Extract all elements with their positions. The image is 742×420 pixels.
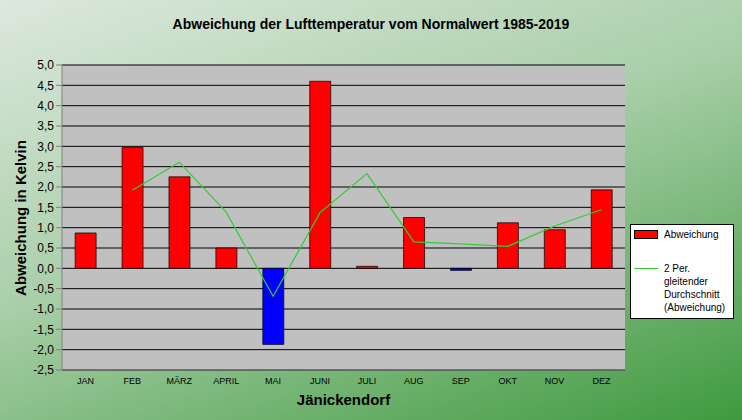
svg-text:4,0: 4,0 [37,99,54,113]
svg-text:FEB: FEB [124,376,142,386]
svg-text:SEP: SEP [452,376,470,386]
svg-text:DEZ: DEZ [593,376,612,386]
svg-text:2,5: 2,5 [37,160,54,174]
svg-text:3,0: 3,0 [37,140,54,154]
svg-text:1,0: 1,0 [37,221,54,235]
html-text:Abweichung in Kelvin: Abweichung in Kelvin [12,139,29,296]
svg-text:-1,5: -1,5 [33,323,54,337]
html-text:Abweichung der Lufttemperatur: Abweichung der Lufttemperatur vom Normal… [172,16,570,32]
svg-text:5,0: 5,0 [37,58,54,72]
html-text:2 Per. gleitender Durchschnitt: 2 Per. gleitender Durchschnitt (Abweichu… [664,263,726,313]
html-text:Jänickendorf: Jänickendorf [296,391,391,408]
svg-text:-0,5: -0,5 [33,282,54,296]
svg-text:JAN: JAN [77,376,94,386]
svg-text:4,5: 4,5 [37,79,54,93]
html-text:Abweichung: Abweichung [664,229,719,240]
svg-text:0,0: 0,0 [37,262,54,276]
svg-text:-2,5: -2,5 [33,363,54,377]
svg-text:APRIL: APRIL [213,376,239,386]
svg-text:MAI: MAI [265,376,281,386]
svg-text:JUNI: JUNI [310,376,330,386]
svg-text:OKT: OKT [498,376,517,386]
svg-text:AUG: AUG [404,376,424,386]
svg-text:1,5: 1,5 [37,201,54,215]
svg-text:-1,0: -1,0 [33,302,54,316]
svg-text:2,0: 2,0 [37,180,54,194]
svg-text:NOV: NOV [545,376,565,386]
svg-text:3,5: 3,5 [37,119,54,133]
svg-text:JULI: JULI [358,376,377,386]
svg-text:MÄRZ: MÄRZ [167,376,193,386]
svg-text:-2,0: -2,0 [33,343,54,357]
svg-text:0,5: 0,5 [37,241,54,255]
